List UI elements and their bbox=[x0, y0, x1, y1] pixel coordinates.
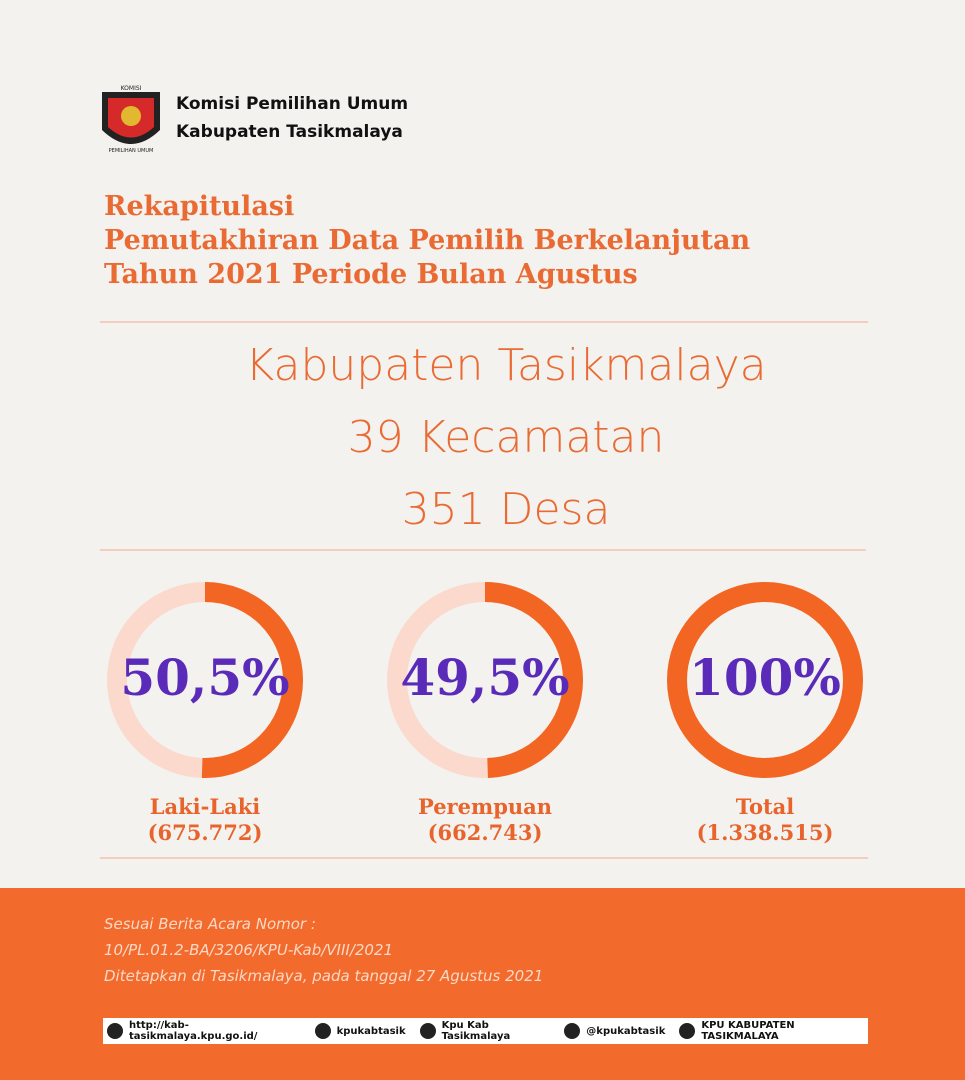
org-name: Komisi Pemilihan Umum bbox=[176, 94, 409, 114]
divider bbox=[100, 549, 866, 551]
region-text: 39 Kecamatan bbox=[347, 412, 665, 463]
title: Rekapitulasi bbox=[104, 191, 295, 222]
social-icon bbox=[564, 1023, 581, 1039]
divider bbox=[100, 857, 868, 859]
gauge-count: (1.338.515) bbox=[696, 820, 834, 845]
social-icon bbox=[314, 1023, 331, 1039]
logo: KOMISI PEMILIHAN UMUM bbox=[102, 85, 160, 154]
org-name: Kabupaten Tasikmalaya bbox=[176, 122, 403, 142]
social-handle: KPU KABUPATEN TASIKMALAYA bbox=[701, 1020, 795, 1042]
region-text: Kabupaten Tasikmalaya bbox=[245, 340, 767, 391]
divider bbox=[100, 321, 868, 323]
social-handle: @kpukabtasik bbox=[586, 1025, 666, 1037]
footer-text: 10/PL.01.2-BA/3206/KPU-Kab/VIII/2021 bbox=[104, 941, 394, 959]
social-bar: http://kab-tasikmalaya.kpu.go.id/kpukabt… bbox=[103, 1018, 868, 1044]
gauge-label: Laki-Laki bbox=[149, 794, 261, 819]
gauge-arc bbox=[667, 582, 863, 778]
gauge-label: Total bbox=[735, 794, 795, 819]
social-handle: kpukabtasik bbox=[336, 1025, 406, 1037]
gauge-count: (675.772) bbox=[147, 820, 263, 845]
gauge-count: (662.743) bbox=[427, 820, 543, 845]
gauges: 50,5% 49,5% 100% bbox=[107, 582, 863, 778]
footer-band bbox=[0, 888, 965, 1080]
gauge-value: 100% bbox=[689, 648, 841, 707]
social-icon bbox=[419, 1023, 436, 1039]
gauge-arc bbox=[387, 582, 583, 778]
footer-text: Sesuai Berita Acara Nomor : bbox=[104, 915, 316, 933]
social-icon bbox=[107, 1023, 123, 1039]
title: Pemutakhiran Data Pemilih Berkelanjutan bbox=[104, 225, 751, 256]
logo-text: PEMILIHAN UMUM bbox=[109, 148, 154, 154]
social-handle: Kpu Kab Tasikmalaya bbox=[441, 1020, 511, 1042]
region-text: 351 Desa bbox=[401, 484, 611, 535]
title: Tahun 2021 Periode Bulan Agustus bbox=[104, 259, 638, 290]
social-handle: http://kab-tasikmalaya.kpu.go.id/ bbox=[129, 1020, 258, 1042]
gauge-value: 50,5% bbox=[120, 648, 289, 707]
gauge-arc bbox=[107, 582, 303, 778]
social-icon bbox=[679, 1023, 696, 1039]
gauge-label: Perempuan bbox=[417, 794, 553, 819]
footer-text: Ditetapkan di Tasikmalaya, pada tanggal … bbox=[104, 967, 544, 985]
gauge-value: 49,5% bbox=[400, 648, 569, 707]
logo-text: KOMISI bbox=[121, 85, 142, 92]
